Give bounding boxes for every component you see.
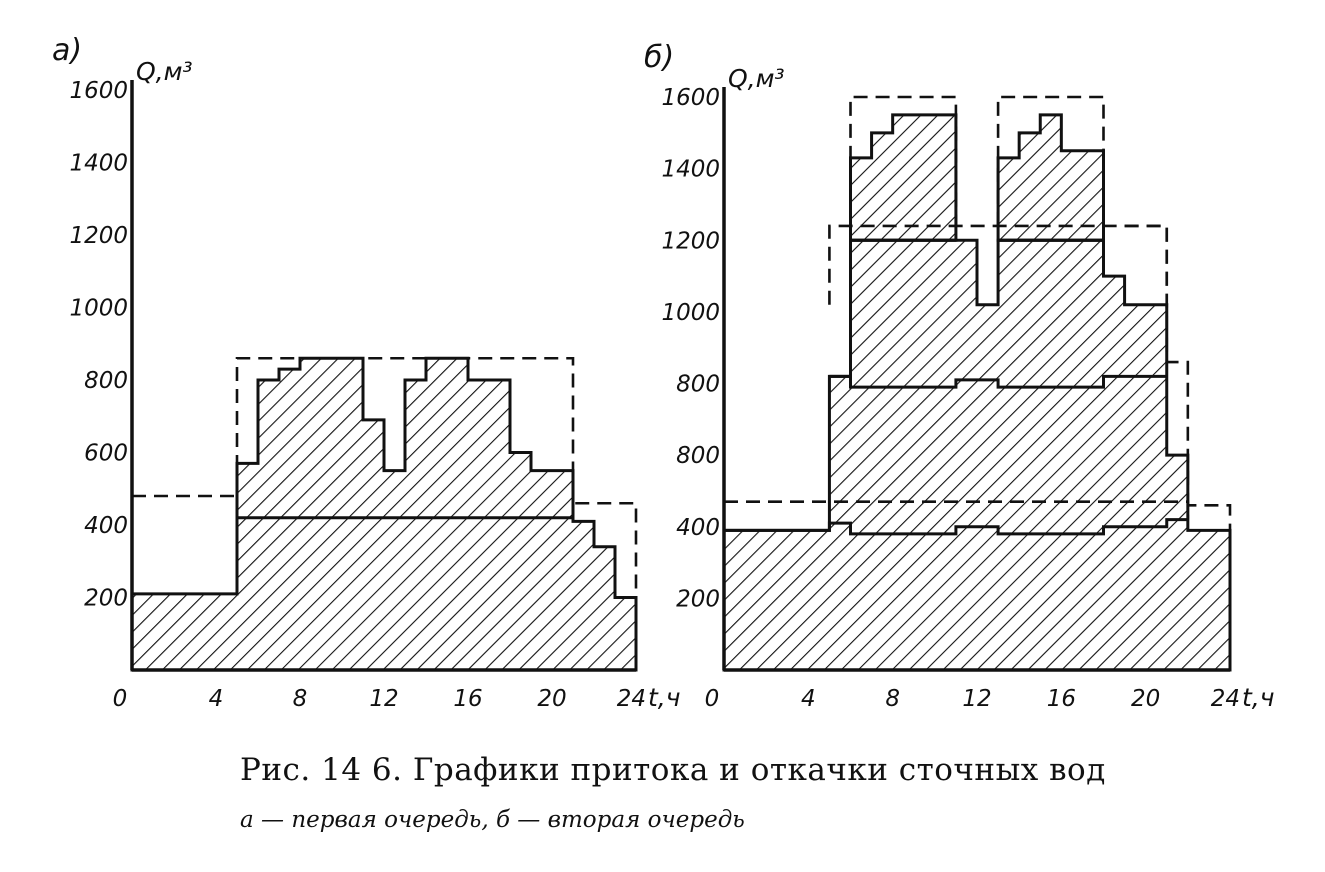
x-tick-label-b-7: 24 [1211, 686, 1240, 712]
x-tick-label-a-2: 4 [209, 686, 224, 712]
y-tick-label-b-3: 800 [676, 443, 720, 469]
y-tick-label-b-2: 400 [676, 515, 720, 541]
x-tick-label-b-5: 16 [1047, 686, 1076, 712]
x-tick-label-a-4: 12 [369, 686, 398, 712]
y-tick-label-b-1: 200 [676, 586, 720, 612]
x-tick-label-a-1: 0 [113, 686, 128, 712]
panel-label-b: б) [644, 40, 674, 75]
x-axis-label-b: t,ч [1242, 683, 1275, 712]
y-tick-label-a-7: 1400 [69, 151, 128, 177]
x-axis-label-a: t,ч [648, 683, 681, 712]
panel-label-a: а) [52, 33, 82, 68]
y-tick-label-b-8: 1600 [661, 85, 720, 111]
figure-subcaption-text: а — первая очередь, б — вторая очередь [240, 807, 745, 833]
y-axis-label-b: Q,м³ [728, 64, 785, 93]
hatched-area-a-1 [130, 356, 638, 672]
y-tick-label-a-4: 800 [84, 368, 128, 394]
hatched-area-b-1 [722, 238, 1232, 672]
x-tick-label-b-1: 0 [705, 686, 720, 712]
y-tick-label-b-6: 1200 [661, 228, 720, 254]
figure-caption: Рис. 14 6. Графики притока и откачки сто… [240, 752, 1106, 788]
y-axis-label-a: Q,м³ [136, 57, 193, 86]
y-tick-label-a-3: 600 [84, 441, 128, 467]
y-tick-label-b-4: 800 [676, 372, 720, 398]
step-line-b-2 [829, 374, 1167, 389]
y-tick-label-b-5: 1000 [661, 300, 720, 326]
y-tick-label-b-7: 1400 [661, 157, 720, 183]
x-tick-label-a-5: 16 [453, 686, 482, 712]
x-tick-label-b-2: 4 [801, 686, 816, 712]
x-tick-label-a-6: 20 [537, 686, 566, 712]
x-tick-label-b-6: 20 [1131, 686, 1160, 712]
step-line-b-1 [724, 518, 1188, 536]
x-tick-label-b-4: 12 [962, 686, 991, 712]
hatched-area-b-2 [849, 113, 958, 242]
y-tick-label-a-6: 1200 [69, 223, 128, 249]
pump-dashed-line-a-1 [132, 356, 638, 598]
figure-subcaption: а — первая очередь, б — вторая очередь [240, 806, 1240, 833]
pump-dashed-line-b-4 [996, 95, 1105, 226]
pump-dashed-line-b-3 [849, 95, 958, 226]
x-tick-label-a-3: 8 [293, 686, 308, 712]
x-tick-label-a-7: 24 [617, 686, 646, 712]
x-tick-label-b-3: 8 [885, 686, 900, 712]
y-tick-label-a-8: 1600 [69, 78, 128, 104]
y-tick-label-a-5: 1000 [69, 296, 128, 322]
y-tick-label-a-1: 200 [84, 586, 128, 612]
y-tick-label-a-2: 400 [84, 513, 128, 539]
chart-panel-a: 200 400 600 800 1000 1200 1400 1600 0 4 8 12 16 20 24 t… [52, 33, 681, 712]
hatched-area-b-3 [996, 113, 1105, 242]
pump-dashed-line-b-5 [1124, 224, 1169, 305]
